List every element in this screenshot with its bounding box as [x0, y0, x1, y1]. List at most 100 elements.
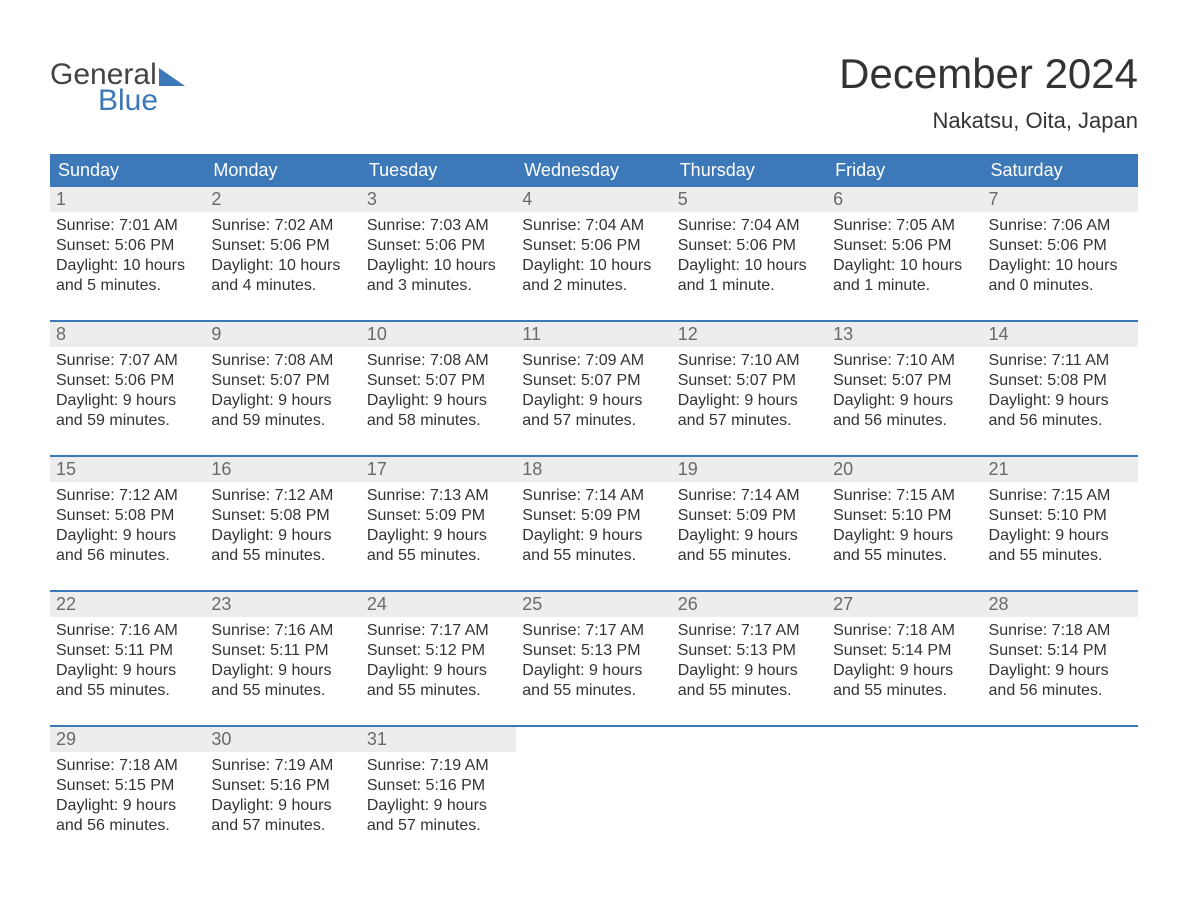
sunset-text: Sunset: 5:07 PM	[678, 371, 821, 391]
title-wrap: December 2024 Nakatsu, Oita, Japan	[839, 50, 1138, 134]
day-body: Sunrise: 7:06 AMSunset: 5:06 PMDaylight:…	[983, 212, 1138, 302]
sunrise-text: Sunrise: 7:18 AM	[989, 621, 1132, 641]
day-body: Sunrise: 7:19 AMSunset: 5:16 PMDaylight:…	[205, 752, 360, 842]
calendar-day: 13Sunrise: 7:10 AMSunset: 5:07 PMDayligh…	[827, 322, 982, 437]
sunset-text: Sunset: 5:06 PM	[833, 236, 976, 256]
day-body: Sunrise: 7:03 AMSunset: 5:06 PMDaylight:…	[361, 212, 516, 302]
calendar-day	[983, 727, 1138, 842]
sunrise-text: Sunrise: 7:19 AM	[211, 756, 354, 776]
calendar-day: 9Sunrise: 7:08 AMSunset: 5:07 PMDaylight…	[205, 322, 360, 437]
day-body: Sunrise: 7:16 AMSunset: 5:11 PMDaylight:…	[50, 617, 205, 707]
header: General Blue December 2024 Nakatsu, Oita…	[50, 50, 1138, 134]
sunset-text: Sunset: 5:08 PM	[56, 506, 199, 526]
calendar-day: 27Sunrise: 7:18 AMSunset: 5:14 PMDayligh…	[827, 592, 982, 707]
day-body: Sunrise: 7:12 AMSunset: 5:08 PMDaylight:…	[50, 482, 205, 572]
day-body: Sunrise: 7:14 AMSunset: 5:09 PMDaylight:…	[672, 482, 827, 572]
day-number: 4	[516, 187, 671, 212]
sunrise-text: Sunrise: 7:16 AM	[211, 621, 354, 641]
sunset-text: Sunset: 5:14 PM	[989, 641, 1132, 661]
calendar-day: 4Sunrise: 7:04 AMSunset: 5:06 PMDaylight…	[516, 187, 671, 302]
sunset-text: Sunset: 5:08 PM	[211, 506, 354, 526]
daylight-text: Daylight: 10 hours and 4 minutes.	[211, 256, 354, 296]
sunrise-text: Sunrise: 7:08 AM	[367, 351, 510, 371]
page-title: December 2024	[839, 50, 1138, 98]
daylight-text: Daylight: 9 hours and 55 minutes.	[678, 661, 821, 701]
daylight-text: Daylight: 9 hours and 55 minutes.	[367, 661, 510, 701]
sunrise-text: Sunrise: 7:18 AM	[56, 756, 199, 776]
day-number: 10	[361, 322, 516, 347]
day-number: 2	[205, 187, 360, 212]
daylight-text: Daylight: 9 hours and 55 minutes.	[833, 661, 976, 701]
calendar-day: 2Sunrise: 7:02 AMSunset: 5:06 PMDaylight…	[205, 187, 360, 302]
daylight-text: Daylight: 9 hours and 57 minutes.	[367, 796, 510, 836]
day-number: 7	[983, 187, 1138, 212]
sunset-text: Sunset: 5:09 PM	[367, 506, 510, 526]
sunset-text: Sunset: 5:06 PM	[56, 371, 199, 391]
day-of-week-header-row: SundayMondayTuesdayWednesdayThursdayFrid…	[50, 154, 1138, 187]
calendar-week: 22Sunrise: 7:16 AMSunset: 5:11 PMDayligh…	[50, 590, 1138, 707]
calendar-week: 29Sunrise: 7:18 AMSunset: 5:15 PMDayligh…	[50, 725, 1138, 842]
daylight-text: Daylight: 9 hours and 55 minutes.	[211, 661, 354, 701]
sunrise-text: Sunrise: 7:14 AM	[678, 486, 821, 506]
day-number: 25	[516, 592, 671, 617]
calendar-week: 1Sunrise: 7:01 AMSunset: 5:06 PMDaylight…	[50, 187, 1138, 302]
day-body: Sunrise: 7:18 AMSunset: 5:14 PMDaylight:…	[983, 617, 1138, 707]
calendar-week: 15Sunrise: 7:12 AMSunset: 5:08 PMDayligh…	[50, 455, 1138, 572]
day-number: 12	[672, 322, 827, 347]
sunset-text: Sunset: 5:06 PM	[56, 236, 199, 256]
day-of-week-header: Tuesday	[361, 154, 516, 187]
day-number: 31	[361, 727, 516, 752]
sunset-text: Sunset: 5:09 PM	[678, 506, 821, 526]
calendar-day: 21Sunrise: 7:15 AMSunset: 5:10 PMDayligh…	[983, 457, 1138, 572]
day-body: Sunrise: 7:15 AMSunset: 5:10 PMDaylight:…	[983, 482, 1138, 572]
sunrise-text: Sunrise: 7:07 AM	[56, 351, 199, 371]
day-body: Sunrise: 7:09 AMSunset: 5:07 PMDaylight:…	[516, 347, 671, 437]
day-body: Sunrise: 7:04 AMSunset: 5:06 PMDaylight:…	[516, 212, 671, 302]
day-body: Sunrise: 7:10 AMSunset: 5:07 PMDaylight:…	[827, 347, 982, 437]
day-of-week-header: Friday	[827, 154, 982, 187]
sunrise-text: Sunrise: 7:04 AM	[522, 216, 665, 236]
day-number: 19	[672, 457, 827, 482]
calendar-day: 19Sunrise: 7:14 AMSunset: 5:09 PMDayligh…	[672, 457, 827, 572]
day-body: Sunrise: 7:08 AMSunset: 5:07 PMDaylight:…	[205, 347, 360, 437]
calendar-day: 1Sunrise: 7:01 AMSunset: 5:06 PMDaylight…	[50, 187, 205, 302]
sunrise-text: Sunrise: 7:17 AM	[367, 621, 510, 641]
logo: General Blue	[50, 50, 185, 116]
sunrise-text: Sunrise: 7:02 AM	[211, 216, 354, 236]
day-number	[983, 727, 1138, 752]
calendar-day: 24Sunrise: 7:17 AMSunset: 5:12 PMDayligh…	[361, 592, 516, 707]
logo-triangle-icon	[159, 68, 185, 86]
daylight-text: Daylight: 9 hours and 57 minutes.	[678, 391, 821, 431]
day-number: 16	[205, 457, 360, 482]
daylight-text: Daylight: 10 hours and 0 minutes.	[989, 256, 1132, 296]
calendar-weeks: 1Sunrise: 7:01 AMSunset: 5:06 PMDaylight…	[50, 187, 1138, 842]
sunrise-text: Sunrise: 7:01 AM	[56, 216, 199, 236]
day-of-week-header: Saturday	[983, 154, 1138, 187]
calendar-day: 31Sunrise: 7:19 AMSunset: 5:16 PMDayligh…	[361, 727, 516, 842]
day-number: 15	[50, 457, 205, 482]
sunset-text: Sunset: 5:15 PM	[56, 776, 199, 796]
calendar-day: 17Sunrise: 7:13 AMSunset: 5:09 PMDayligh…	[361, 457, 516, 572]
day-number: 21	[983, 457, 1138, 482]
sunset-text: Sunset: 5:12 PM	[367, 641, 510, 661]
sunrise-text: Sunrise: 7:06 AM	[989, 216, 1132, 236]
calendar-day	[672, 727, 827, 842]
sunset-text: Sunset: 5:07 PM	[367, 371, 510, 391]
sunset-text: Sunset: 5:13 PM	[522, 641, 665, 661]
day-number	[672, 727, 827, 752]
sunrise-text: Sunrise: 7:19 AM	[367, 756, 510, 776]
day-body: Sunrise: 7:18 AMSunset: 5:15 PMDaylight:…	[50, 752, 205, 842]
calendar-day: 11Sunrise: 7:09 AMSunset: 5:07 PMDayligh…	[516, 322, 671, 437]
sunrise-text: Sunrise: 7:15 AM	[833, 486, 976, 506]
page-subtitle: Nakatsu, Oita, Japan	[839, 108, 1138, 134]
sunrise-text: Sunrise: 7:12 AM	[211, 486, 354, 506]
sunset-text: Sunset: 5:11 PM	[56, 641, 199, 661]
daylight-text: Daylight: 10 hours and 1 minute.	[833, 256, 976, 296]
daylight-text: Daylight: 9 hours and 55 minutes.	[989, 526, 1132, 566]
day-number: 29	[50, 727, 205, 752]
day-body: Sunrise: 7:16 AMSunset: 5:11 PMDaylight:…	[205, 617, 360, 707]
daylight-text: Daylight: 9 hours and 55 minutes.	[211, 526, 354, 566]
day-number	[827, 727, 982, 752]
sunrise-text: Sunrise: 7:16 AM	[56, 621, 199, 641]
sunrise-text: Sunrise: 7:18 AM	[833, 621, 976, 641]
